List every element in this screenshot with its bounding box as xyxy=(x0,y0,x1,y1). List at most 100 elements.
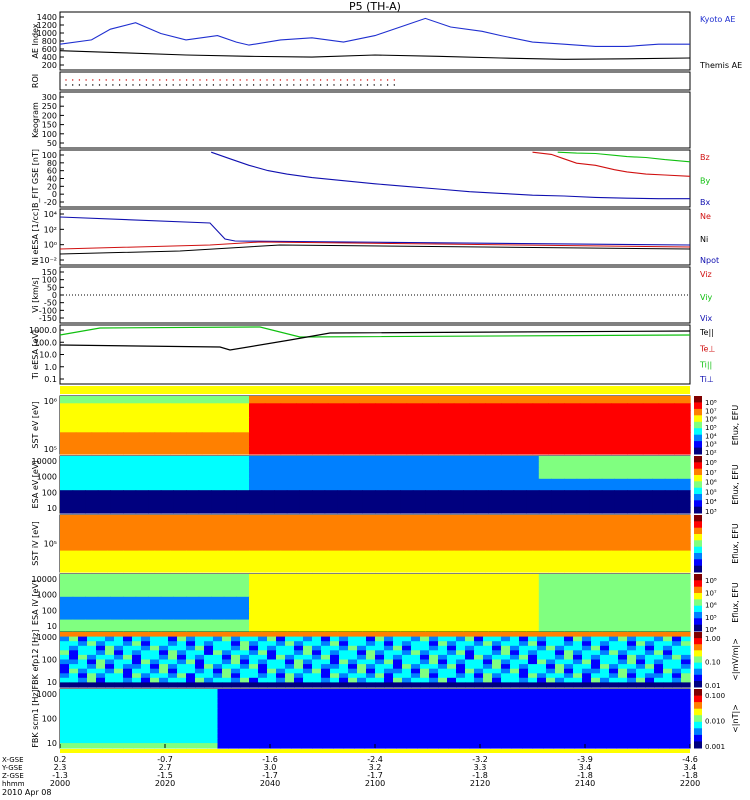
heatmap-cell xyxy=(637,713,649,720)
heatmap-cell xyxy=(349,585,363,592)
heatmap-cell xyxy=(249,495,263,503)
colorbar-label: Eflux, EFU xyxy=(731,582,740,623)
heatmap-cell xyxy=(658,718,670,724)
heatmap-cell xyxy=(614,467,628,474)
heatmap-cell xyxy=(595,410,612,419)
heatmap-cell xyxy=(324,495,338,503)
heatmap-cell xyxy=(198,490,212,497)
heatmap-cell xyxy=(213,650,223,656)
heatmap-cell xyxy=(173,461,187,468)
heatmap-cell xyxy=(548,432,565,441)
heatmap-cell xyxy=(96,664,106,670)
heatmap-cell xyxy=(438,733,450,739)
heatmap-cell xyxy=(267,677,277,683)
heatmap-cell xyxy=(148,456,162,463)
heatmap-cell xyxy=(211,456,225,463)
heatmap-cell xyxy=(465,654,475,661)
heatmap-cell xyxy=(286,585,300,592)
heatmap-cell xyxy=(138,396,156,404)
heatmap-cell xyxy=(616,738,628,744)
heatmap-cell xyxy=(420,673,430,679)
heatmap-cell xyxy=(645,668,655,674)
heatmap-cell xyxy=(672,654,682,661)
xtick-label: -1.7 xyxy=(367,771,383,780)
heatmap-cell xyxy=(516,543,534,552)
heatmap-cell xyxy=(343,723,355,729)
heatmap-cell xyxy=(483,659,493,665)
heatmap-cell xyxy=(425,461,439,468)
heatmap-cell xyxy=(429,659,439,665)
heatmap-cell xyxy=(519,641,529,647)
heatmap-cell xyxy=(627,733,639,739)
heatmap-cell xyxy=(448,743,460,749)
heatmap-cell xyxy=(463,608,477,615)
heatmap-cell xyxy=(450,596,464,604)
heatmap-cell xyxy=(375,478,389,486)
heatmap-cell xyxy=(564,536,581,545)
ytick-label: 1.0 xyxy=(44,363,57,372)
heatmap-cell xyxy=(387,495,401,503)
heatmap-cell xyxy=(231,632,241,638)
heatmap-cell xyxy=(154,522,171,530)
heatmap-cell xyxy=(354,703,366,710)
heatmap-cell xyxy=(312,708,324,715)
heatmap-cell xyxy=(78,636,88,642)
heatmap-cell xyxy=(546,632,556,638)
heatmap-cell xyxy=(201,396,219,404)
heatmap-cell xyxy=(294,664,304,670)
heatmap-cell xyxy=(459,689,471,695)
colorbar-cell xyxy=(694,580,702,588)
colorbar-tick: 10⁸ xyxy=(705,577,717,585)
heatmap-cell xyxy=(637,718,649,724)
heatmap-cell xyxy=(267,650,277,656)
heatmap-cell xyxy=(223,456,237,463)
heatmap-cell xyxy=(312,659,322,665)
heatmap-cell xyxy=(677,608,691,615)
heatmap-cell xyxy=(343,708,355,715)
roi-dot xyxy=(259,84,261,86)
heatmap-cell xyxy=(186,473,200,480)
heatmap-cell xyxy=(337,619,351,626)
heatmap-cell xyxy=(303,664,313,670)
heatmap-cell xyxy=(648,698,660,705)
heatmap-cell xyxy=(359,536,376,545)
heatmap-cell xyxy=(285,641,295,647)
heatmap-cell xyxy=(677,602,691,609)
heatmap-cell xyxy=(664,608,678,615)
heatmap-cell xyxy=(312,585,326,592)
heatmap-cell xyxy=(591,659,601,665)
heatmap-cell xyxy=(274,501,288,508)
heatmap-cell xyxy=(456,673,466,679)
panel-frame xyxy=(59,149,691,208)
heatmap-cell xyxy=(501,396,518,404)
heatmap-cell xyxy=(264,515,282,523)
heatmap-cell xyxy=(406,703,418,710)
heatmap-cell xyxy=(543,689,555,695)
heatmap-cell xyxy=(627,585,641,592)
heatmap-cell xyxy=(375,522,392,530)
heatmap-cell xyxy=(553,713,565,720)
heatmap-cell xyxy=(390,446,408,455)
heatmap-cell xyxy=(664,585,678,592)
heatmap-cell xyxy=(639,495,653,503)
heatmap-cell xyxy=(516,536,534,545)
heatmap-cell xyxy=(654,641,664,647)
heatmap-cell xyxy=(595,550,612,559)
roi-dot xyxy=(366,79,369,81)
heatmap-cell xyxy=(280,728,292,734)
heatmap-cell xyxy=(327,439,345,448)
heatmap-cell xyxy=(201,403,219,412)
heatmap-cell xyxy=(600,673,610,679)
heatmap-cell xyxy=(501,495,515,503)
heatmap-cell xyxy=(296,410,313,419)
heatmap-cell xyxy=(330,645,340,651)
heatmap-cell xyxy=(231,677,241,683)
heatmap-cell xyxy=(425,585,439,592)
heatmap-cell xyxy=(312,596,326,604)
heatmap-cell xyxy=(501,490,515,497)
heatmap-cell xyxy=(417,689,429,695)
heatmap-cell xyxy=(213,677,223,683)
heatmap-cell xyxy=(591,650,601,656)
heatmap-cell xyxy=(390,529,408,537)
heatmap-cell xyxy=(75,557,93,566)
